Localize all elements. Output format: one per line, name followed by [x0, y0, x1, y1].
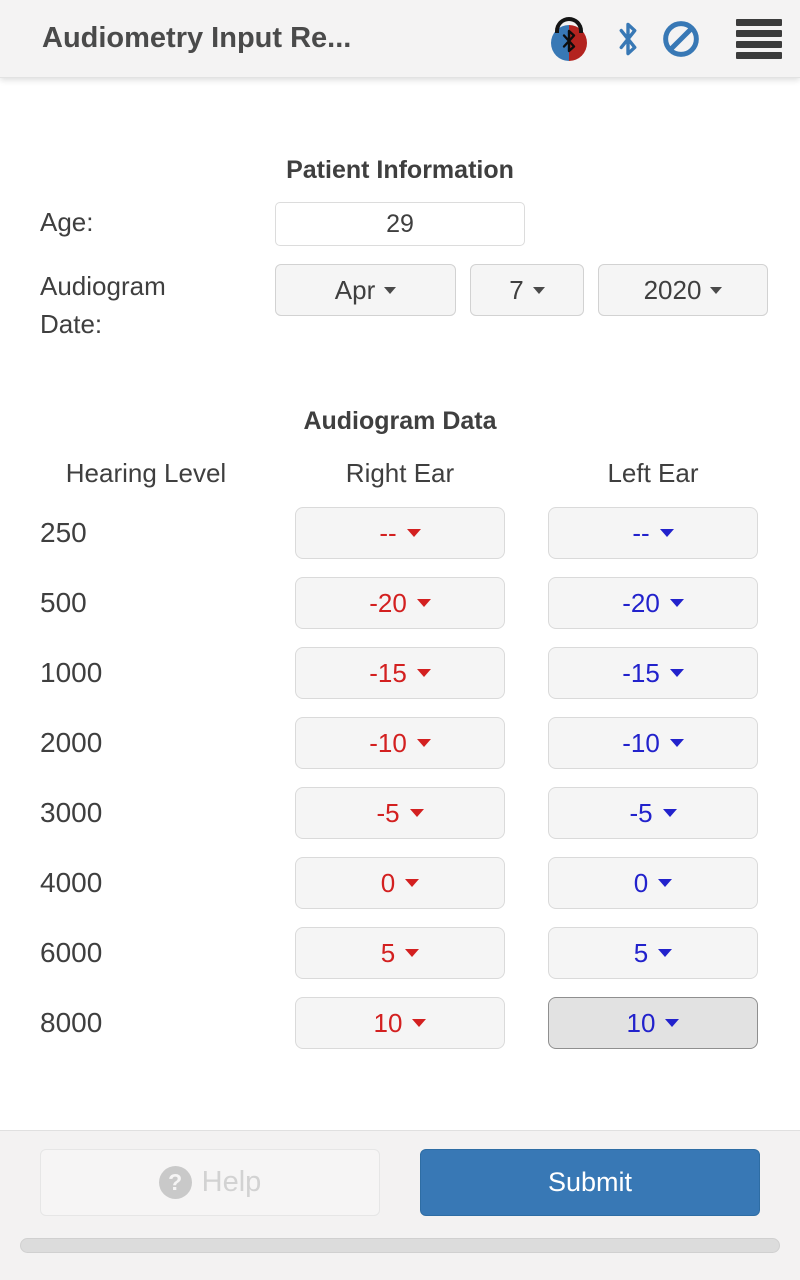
- footer-bar: ? Help Submit: [0, 1130, 800, 1280]
- chevron-down-icon: [669, 669, 684, 677]
- frequency-label: 6000: [40, 937, 103, 968]
- date-day-value: 7: [509, 274, 524, 305]
- left-ear-value: --: [632, 517, 650, 548]
- audiogram-row: 8000 10 10: [0, 988, 800, 1058]
- horizontal-scrollbar[interactable]: [20, 1238, 780, 1253]
- date-month-dropdown[interactable]: Apr: [275, 264, 456, 316]
- audiogram-row: 4000 0 0: [0, 848, 800, 918]
- left-ear-value: -15: [622, 657, 660, 688]
- help-button[interactable]: ? Help: [40, 1149, 380, 1216]
- patient-info-title: Patient Information: [286, 156, 514, 184]
- right-ear-select[interactable]: 0: [295, 857, 505, 909]
- right-ear-value: -10: [369, 727, 407, 758]
- chevron-down-icon: [659, 529, 674, 537]
- left-ear-select[interactable]: -10: [548, 717, 758, 769]
- right-ear-value: 10: [373, 1007, 403, 1038]
- chevron-down-icon: [405, 879, 420, 887]
- frequency-label: 500: [40, 587, 87, 618]
- chevron-down-icon: [658, 879, 673, 887]
- audiogram-rows: 250 -- -- 500 -20 -20 1000: [0, 498, 800, 1058]
- question-mark-icon: ?: [158, 1166, 192, 1199]
- app-header: Audiometry Input Re...: [0, 0, 800, 78]
- frequency-label: 3000: [40, 797, 103, 828]
- chevron-down-icon: [409, 809, 424, 817]
- chevron-down-icon: [405, 949, 420, 957]
- chevron-down-icon: [532, 286, 545, 294]
- right-ear-select[interactable]: 5: [295, 927, 505, 979]
- right-ear-value: 5: [380, 937, 396, 968]
- left-ear-value: -5: [629, 797, 653, 828]
- block-icon[interactable]: [662, 20, 700, 58]
- column-header-hearing-level: Hearing Level: [65, 458, 227, 488]
- left-ear-value: 0: [633, 867, 649, 898]
- date-month-value: Apr: [334, 274, 376, 305]
- frequency-label: 250: [40, 517, 87, 548]
- frequency-label: 8000: [40, 1007, 103, 1038]
- left-ear-select[interactable]: -15: [548, 647, 758, 699]
- right-ear-select[interactable]: -15: [295, 647, 505, 699]
- right-ear-value: --: [379, 517, 397, 548]
- column-header-right-ear: Right Ear: [345, 458, 455, 488]
- left-ear-select[interactable]: 10: [548, 997, 758, 1049]
- left-ear-select[interactable]: -20: [548, 577, 758, 629]
- help-button-label: Help: [201, 1166, 262, 1198]
- chevron-down-icon: [662, 809, 677, 817]
- chevron-down-icon: [406, 529, 421, 537]
- left-ear-select[interactable]: --: [548, 507, 758, 559]
- headphones-bluetooth-icon[interactable]: [546, 15, 592, 63]
- headphone-band: [555, 16, 583, 33]
- frequency-label: 1000: [40, 657, 103, 688]
- right-ear-value: -5: [376, 797, 400, 828]
- right-ear-select[interactable]: -20: [295, 577, 505, 629]
- right-ear-select[interactable]: --: [295, 507, 505, 559]
- bluetooth-glyph-icon: [562, 29, 576, 52]
- audiogram-data-title: Audiogram Data: [303, 407, 497, 435]
- left-ear-value: -10: [622, 727, 660, 758]
- right-ear-value: 0: [380, 867, 396, 898]
- chevron-down-icon: [416, 669, 431, 677]
- left-ear-value: 10: [626, 1007, 656, 1038]
- right-ear-select[interactable]: -10: [295, 717, 505, 769]
- chevron-down-icon: [710, 286, 723, 294]
- audiogram-row: 250 -- --: [0, 498, 800, 568]
- audiogram-row: 500 -20 -20: [0, 568, 800, 638]
- chevron-down-icon: [665, 1019, 680, 1027]
- chevron-down-icon: [669, 739, 684, 747]
- chevron-down-icon: [416, 599, 431, 607]
- age-input[interactable]: [275, 202, 525, 246]
- audiogram-row: 3000 -5 -5: [0, 778, 800, 848]
- frequency-label: 4000: [40, 867, 103, 898]
- frequency-label: 2000: [40, 727, 103, 758]
- page-title: Audiometry Input Re...: [42, 22, 352, 54]
- menu-icon[interactable]: [736, 17, 782, 61]
- submit-button[interactable]: Submit: [420, 1149, 760, 1216]
- right-ear-select[interactable]: 10: [295, 997, 505, 1049]
- date-day-dropdown[interactable]: 7: [470, 264, 584, 316]
- chevron-down-icon: [416, 739, 431, 747]
- audiogram-row: 2000 -10 -10: [0, 708, 800, 778]
- left-ear-select[interactable]: -5: [548, 787, 758, 839]
- age-label: Age:: [40, 207, 94, 237]
- left-ear-value: -20: [622, 587, 660, 618]
- chevron-down-icon: [412, 1019, 427, 1027]
- date-year-dropdown[interactable]: 2020: [598, 264, 768, 316]
- audiogram-row: 6000 5 5: [0, 918, 800, 988]
- left-ear-select[interactable]: 0: [548, 857, 758, 909]
- date-year-value: 2020: [643, 274, 702, 305]
- left-ear-select[interactable]: 5: [548, 927, 758, 979]
- audiogram-date-label: Audiogram Date:: [40, 271, 166, 339]
- audiogram-row: 1000 -15 -15: [0, 638, 800, 708]
- right-ear-select[interactable]: -5: [295, 787, 505, 839]
- column-header-left-ear: Left Ear: [607, 458, 699, 488]
- right-ear-value: -15: [369, 657, 407, 688]
- chevron-down-icon: [384, 286, 397, 294]
- left-ear-value: 5: [633, 937, 649, 968]
- header-icons: [546, 15, 782, 63]
- chevron-down-icon: [658, 949, 673, 957]
- chevron-down-icon: [669, 599, 684, 607]
- bluetooth-icon[interactable]: [616, 21, 640, 57]
- right-ear-value: -20: [369, 587, 407, 618]
